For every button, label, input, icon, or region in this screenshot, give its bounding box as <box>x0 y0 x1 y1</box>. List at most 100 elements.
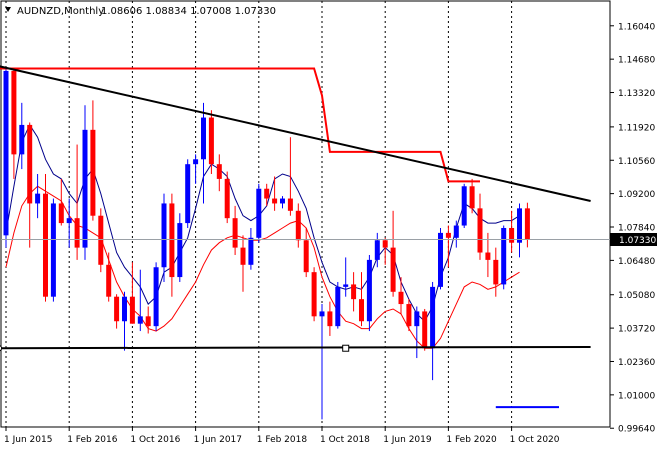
candle-body <box>98 215 104 265</box>
candle <box>366 254 372 332</box>
candle-body <box>153 267 159 327</box>
chart-symbol-label: AUDNZD,Monthly <box>17 6 104 17</box>
candle <box>11 68 17 179</box>
candle <box>438 227 443 290</box>
candle-body <box>493 259 499 285</box>
candle-body <box>359 299 364 322</box>
candle <box>153 262 159 332</box>
candle-body <box>327 311 333 327</box>
candle <box>35 174 41 219</box>
candle-body <box>82 129 88 248</box>
candle-body <box>390 247 396 292</box>
candle <box>524 202 530 248</box>
candle-body <box>477 208 483 253</box>
candle <box>509 210 515 253</box>
x-tick-label: 1 Jun 2017 <box>194 435 242 445</box>
y-tick-label: 1.06480 <box>618 257 655 267</box>
candle-body <box>406 304 412 327</box>
candle-body <box>445 232 451 238</box>
resistance-line <box>0 67 480 183</box>
candle <box>82 105 88 260</box>
collapse-triangle-icon[interactable] <box>5 7 11 12</box>
candle <box>90 100 96 221</box>
current-price-badge: 1.07330 <box>610 233 657 246</box>
candle <box>430 281 436 381</box>
candle-body <box>185 164 191 224</box>
candle-body <box>232 218 238 248</box>
candle-body <box>303 240 309 273</box>
candle-body <box>287 198 293 211</box>
candle <box>501 225 507 290</box>
candle <box>185 159 191 228</box>
x-tick-label: 1 Oct 2020 <box>510 435 560 445</box>
candle-body <box>161 203 167 268</box>
candle-body <box>256 188 262 238</box>
candle-body <box>224 178 230 219</box>
candle-body <box>177 223 183 278</box>
candle <box>106 252 112 302</box>
y-tick-label: 1.05080 <box>618 291 655 301</box>
y-tick-label: 1.14680 <box>618 56 655 66</box>
candle-body <box>485 252 491 260</box>
candle-body <box>335 286 341 327</box>
candles <box>3 68 530 420</box>
candle-body <box>422 311 428 349</box>
y-tick-label: 0.99640 <box>618 425 655 435</box>
candle-body <box>137 316 143 324</box>
candle-body <box>129 296 135 324</box>
candle-body <box>517 208 522 243</box>
candle-body <box>295 210 301 241</box>
plot-frame <box>0 0 611 428</box>
candle <box>453 220 459 248</box>
candle <box>390 210 396 297</box>
candle <box>122 291 127 351</box>
candle-body <box>351 284 357 300</box>
candle-body <box>90 129 96 216</box>
support-anchor-marker <box>342 344 350 352</box>
candle <box>319 304 325 420</box>
candle-body <box>501 227 507 285</box>
candle <box>137 269 143 332</box>
candle <box>272 176 278 211</box>
candle-body <box>193 159 199 165</box>
support-line <box>0 346 591 350</box>
candle <box>445 225 451 268</box>
candle-body <box>374 240 380 260</box>
y-tick-label: 1.13320 <box>618 89 655 99</box>
candle <box>129 262 135 324</box>
y-tick-label: 1.16040 <box>618 22 655 32</box>
candle <box>58 178 64 226</box>
candle <box>303 227 309 278</box>
y-tick-label: 1.11920 <box>618 123 655 133</box>
candle <box>232 205 238 255</box>
candle <box>177 213 183 282</box>
candle <box>145 306 151 334</box>
candle-body <box>264 188 270 199</box>
current-price-badge-text: 1.07330 <box>619 236 656 246</box>
candle <box>382 237 388 265</box>
candle <box>374 232 380 268</box>
candle <box>493 247 499 297</box>
candle <box>50 198 56 302</box>
candle-body <box>248 237 254 265</box>
candle-body <box>58 203 64 224</box>
y-tick-label: 1.10560 <box>618 157 655 167</box>
support-start-marker <box>0 345 3 352</box>
candle <box>343 257 349 297</box>
candle <box>485 232 491 278</box>
candle-body <box>430 286 436 349</box>
candle <box>406 299 412 332</box>
candle <box>208 110 214 175</box>
x-tick-label: 1 Feb 2016 <box>67 435 118 445</box>
candle-body <box>122 296 127 322</box>
candle-body <box>272 198 278 204</box>
trendline <box>0 65 591 202</box>
candle-body <box>43 193 48 297</box>
candle-body <box>280 198 285 204</box>
candle-body <box>382 240 388 248</box>
candle <box>98 208 104 273</box>
candle-body <box>366 259 372 322</box>
candle <box>193 154 199 184</box>
candle-body <box>311 272 317 317</box>
